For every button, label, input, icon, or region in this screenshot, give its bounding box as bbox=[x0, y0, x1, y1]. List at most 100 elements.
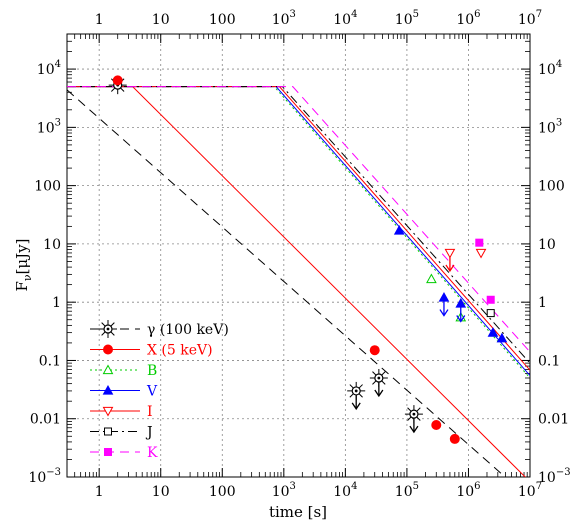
tick-label-base: 10 bbox=[518, 484, 536, 500]
triangle-up-marker bbox=[487, 327, 499, 337]
legend-entry-label: B bbox=[147, 363, 157, 379]
x-tick-label: 1 bbox=[95, 484, 104, 500]
y-tick-label: 1 bbox=[52, 295, 61, 311]
y-tick-label-right: 104 bbox=[538, 59, 562, 78]
data-point-series-5 bbox=[475, 248, 487, 259]
circle-marker bbox=[431, 420, 442, 431]
tick-label-base: 10 bbox=[538, 62, 556, 78]
gamma-marker-core bbox=[412, 412, 416, 416]
y-tick-label-right: 100 bbox=[538, 179, 565, 195]
x-tick-label-top: 103 bbox=[272, 9, 296, 28]
square-marker bbox=[104, 427, 112, 436]
data-point-series-2 bbox=[112, 75, 123, 86]
legend-entry-label: V bbox=[146, 384, 158, 400]
data-point-series-4 bbox=[487, 327, 499, 337]
tick-label-base: 10 bbox=[333, 12, 351, 28]
x-tick-label: 10 bbox=[152, 484, 170, 500]
tick-label-base: 10 bbox=[456, 484, 474, 500]
data-point-series-2 bbox=[369, 345, 380, 356]
tick-label-base: 100 bbox=[34, 179, 61, 195]
y-tick-label: 0.01 bbox=[30, 412, 61, 428]
tick-label-exponent: 6 bbox=[474, 9, 480, 20]
tick-label-base: 1 bbox=[95, 484, 104, 500]
tick-label-exponent: −3 bbox=[46, 467, 61, 478]
grid-lines bbox=[67, 34, 530, 477]
data-point-series-1 bbox=[404, 405, 423, 424]
tick-label-base: 10 bbox=[152, 12, 170, 28]
y-tick-label: 103 bbox=[37, 117, 61, 136]
tick-label-base: 10 bbox=[333, 484, 351, 500]
triangle-up-marker bbox=[393, 224, 405, 235]
upper-limit-arrow-head bbox=[445, 264, 455, 273]
circle-marker bbox=[112, 75, 123, 86]
legend-marker bbox=[103, 344, 113, 355]
triangle-up-marker bbox=[426, 273, 437, 284]
tick-label-base: 1 bbox=[52, 295, 61, 311]
y-tick-label: 100 bbox=[34, 179, 61, 195]
y-tick-label: 10−3 bbox=[28, 467, 61, 486]
tick-label-exponent: −3 bbox=[556, 467, 571, 478]
x-tick-label: 106 bbox=[456, 481, 480, 500]
triangle-down-marker bbox=[475, 248, 487, 259]
y-tick-label: 104 bbox=[37, 59, 61, 78]
x-tick-label-top: 106 bbox=[456, 9, 480, 28]
x-tick-label-top: 104 bbox=[333, 9, 357, 28]
y-axis-label-main: F bbox=[13, 281, 31, 291]
tick-label-base: 10 bbox=[518, 12, 536, 28]
legend-entry-label: I bbox=[147, 404, 153, 420]
tick-label-exponent: 3 bbox=[290, 481, 296, 492]
square-marker bbox=[486, 309, 495, 318]
circle-marker bbox=[449, 433, 460, 444]
data-point-series-4 bbox=[438, 292, 450, 302]
tick-label-base: 1 bbox=[538, 295, 547, 311]
y-tick-label-right: 1 bbox=[538, 295, 547, 311]
tick-label-base: 0.01 bbox=[538, 412, 569, 428]
legend-marker bbox=[104, 427, 112, 436]
circle-marker bbox=[103, 344, 113, 355]
triangle-down-marker bbox=[102, 406, 114, 417]
tick-label-base: 10 bbox=[37, 120, 55, 136]
series-line-1 bbox=[67, 89, 506, 477]
triangle-up-marker bbox=[102, 384, 114, 395]
tick-label-exponent: 4 bbox=[351, 9, 357, 20]
legend-entry-label: X (5 keV) bbox=[147, 343, 213, 359]
legend-marker bbox=[102, 406, 114, 417]
legend-entry-label: J bbox=[145, 425, 153, 441]
series-lines bbox=[67, 86, 530, 477]
series-line-4 bbox=[67, 86, 530, 376]
tick-label-base: 10 bbox=[28, 470, 46, 486]
tick-label-base: 10 bbox=[395, 484, 413, 500]
upper-limit-arrow-head bbox=[374, 389, 384, 398]
tick-label-exponent: 3 bbox=[290, 9, 296, 20]
legend-marker bbox=[99, 320, 117, 338]
y-tick-label: 10 bbox=[43, 237, 61, 253]
x-tick-label-top: 105 bbox=[395, 9, 419, 28]
data-point-series-7 bbox=[475, 238, 484, 247]
data-point-series-5 bbox=[444, 248, 456, 259]
square-marker bbox=[104, 448, 112, 456]
series-line-5 bbox=[67, 86, 530, 371]
x-tick-label-top: 107 bbox=[518, 9, 542, 28]
x-tick-label: 104 bbox=[333, 481, 357, 500]
x-axis-label: time [s] bbox=[269, 503, 327, 521]
data-point-series-1 bbox=[369, 368, 388, 387]
tick-label-exponent: 6 bbox=[474, 481, 480, 492]
legend-entry-label: γ (100 keV) bbox=[147, 322, 229, 338]
x-tick-label: 107 bbox=[518, 481, 542, 500]
data-point-series-7 bbox=[486, 295, 495, 304]
tick-label-exponent: 4 bbox=[351, 481, 357, 492]
data-point-series-1 bbox=[347, 381, 366, 400]
data-points bbox=[108, 75, 508, 444]
triangle-up-marker bbox=[438, 292, 450, 302]
y-tick-label-right: 0.01 bbox=[538, 412, 569, 428]
data-point-series-4 bbox=[393, 224, 405, 235]
plot-frame bbox=[66, 33, 531, 478]
tick-label-exponent: 4 bbox=[556, 59, 562, 70]
tick-label-base: 10 bbox=[272, 484, 290, 500]
tick-label-base: 10 bbox=[538, 470, 556, 486]
x-tick-label-top: 100 bbox=[209, 12, 236, 28]
triangle-up-marker bbox=[496, 332, 508, 343]
tick-label-base: 100 bbox=[538, 179, 565, 195]
triangle-down-marker bbox=[444, 248, 456, 259]
